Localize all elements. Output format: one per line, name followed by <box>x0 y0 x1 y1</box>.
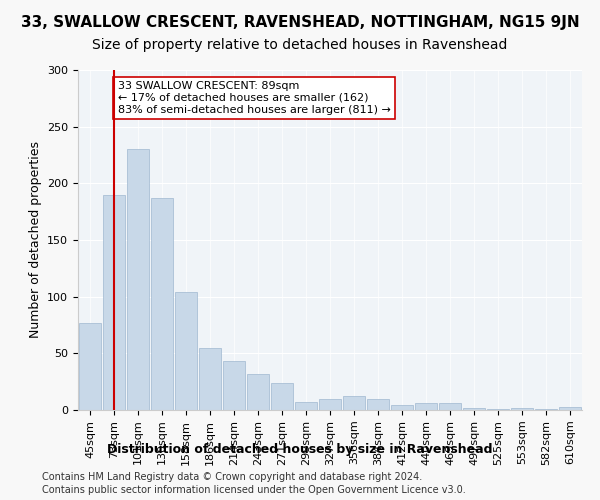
Bar <box>175 292 197 410</box>
Bar <box>487 409 509 410</box>
Bar <box>319 398 341 410</box>
Bar <box>223 362 245 410</box>
Bar <box>295 402 317 410</box>
Bar <box>439 403 461 410</box>
Text: Contains public sector information licensed under the Open Government Licence v3: Contains public sector information licen… <box>42 485 466 495</box>
Y-axis label: Number of detached properties: Number of detached properties <box>29 142 41 338</box>
Bar <box>415 403 437 410</box>
Text: Distribution of detached houses by size in Ravenshead: Distribution of detached houses by size … <box>107 442 493 456</box>
Bar <box>127 150 149 410</box>
Text: Size of property relative to detached houses in Ravenshead: Size of property relative to detached ho… <box>92 38 508 52</box>
Bar <box>535 409 557 410</box>
Bar <box>247 374 269 410</box>
Bar <box>367 398 389 410</box>
Bar <box>511 408 533 410</box>
Bar <box>199 348 221 410</box>
Text: 33 SWALLOW CRESCENT: 89sqm
← 17% of detached houses are smaller (162)
83% of sem: 33 SWALLOW CRESCENT: 89sqm ← 17% of deta… <box>118 82 391 114</box>
Bar <box>463 408 485 410</box>
Bar <box>343 396 365 410</box>
Bar <box>391 406 413 410</box>
Bar <box>79 322 101 410</box>
Bar <box>559 406 581 410</box>
Bar <box>151 198 173 410</box>
Text: 33, SWALLOW CRESCENT, RAVENSHEAD, NOTTINGHAM, NG15 9JN: 33, SWALLOW CRESCENT, RAVENSHEAD, NOTTIN… <box>20 15 580 30</box>
Bar <box>103 194 125 410</box>
Text: Contains HM Land Registry data © Crown copyright and database right 2024.: Contains HM Land Registry data © Crown c… <box>42 472 422 482</box>
Bar <box>271 383 293 410</box>
